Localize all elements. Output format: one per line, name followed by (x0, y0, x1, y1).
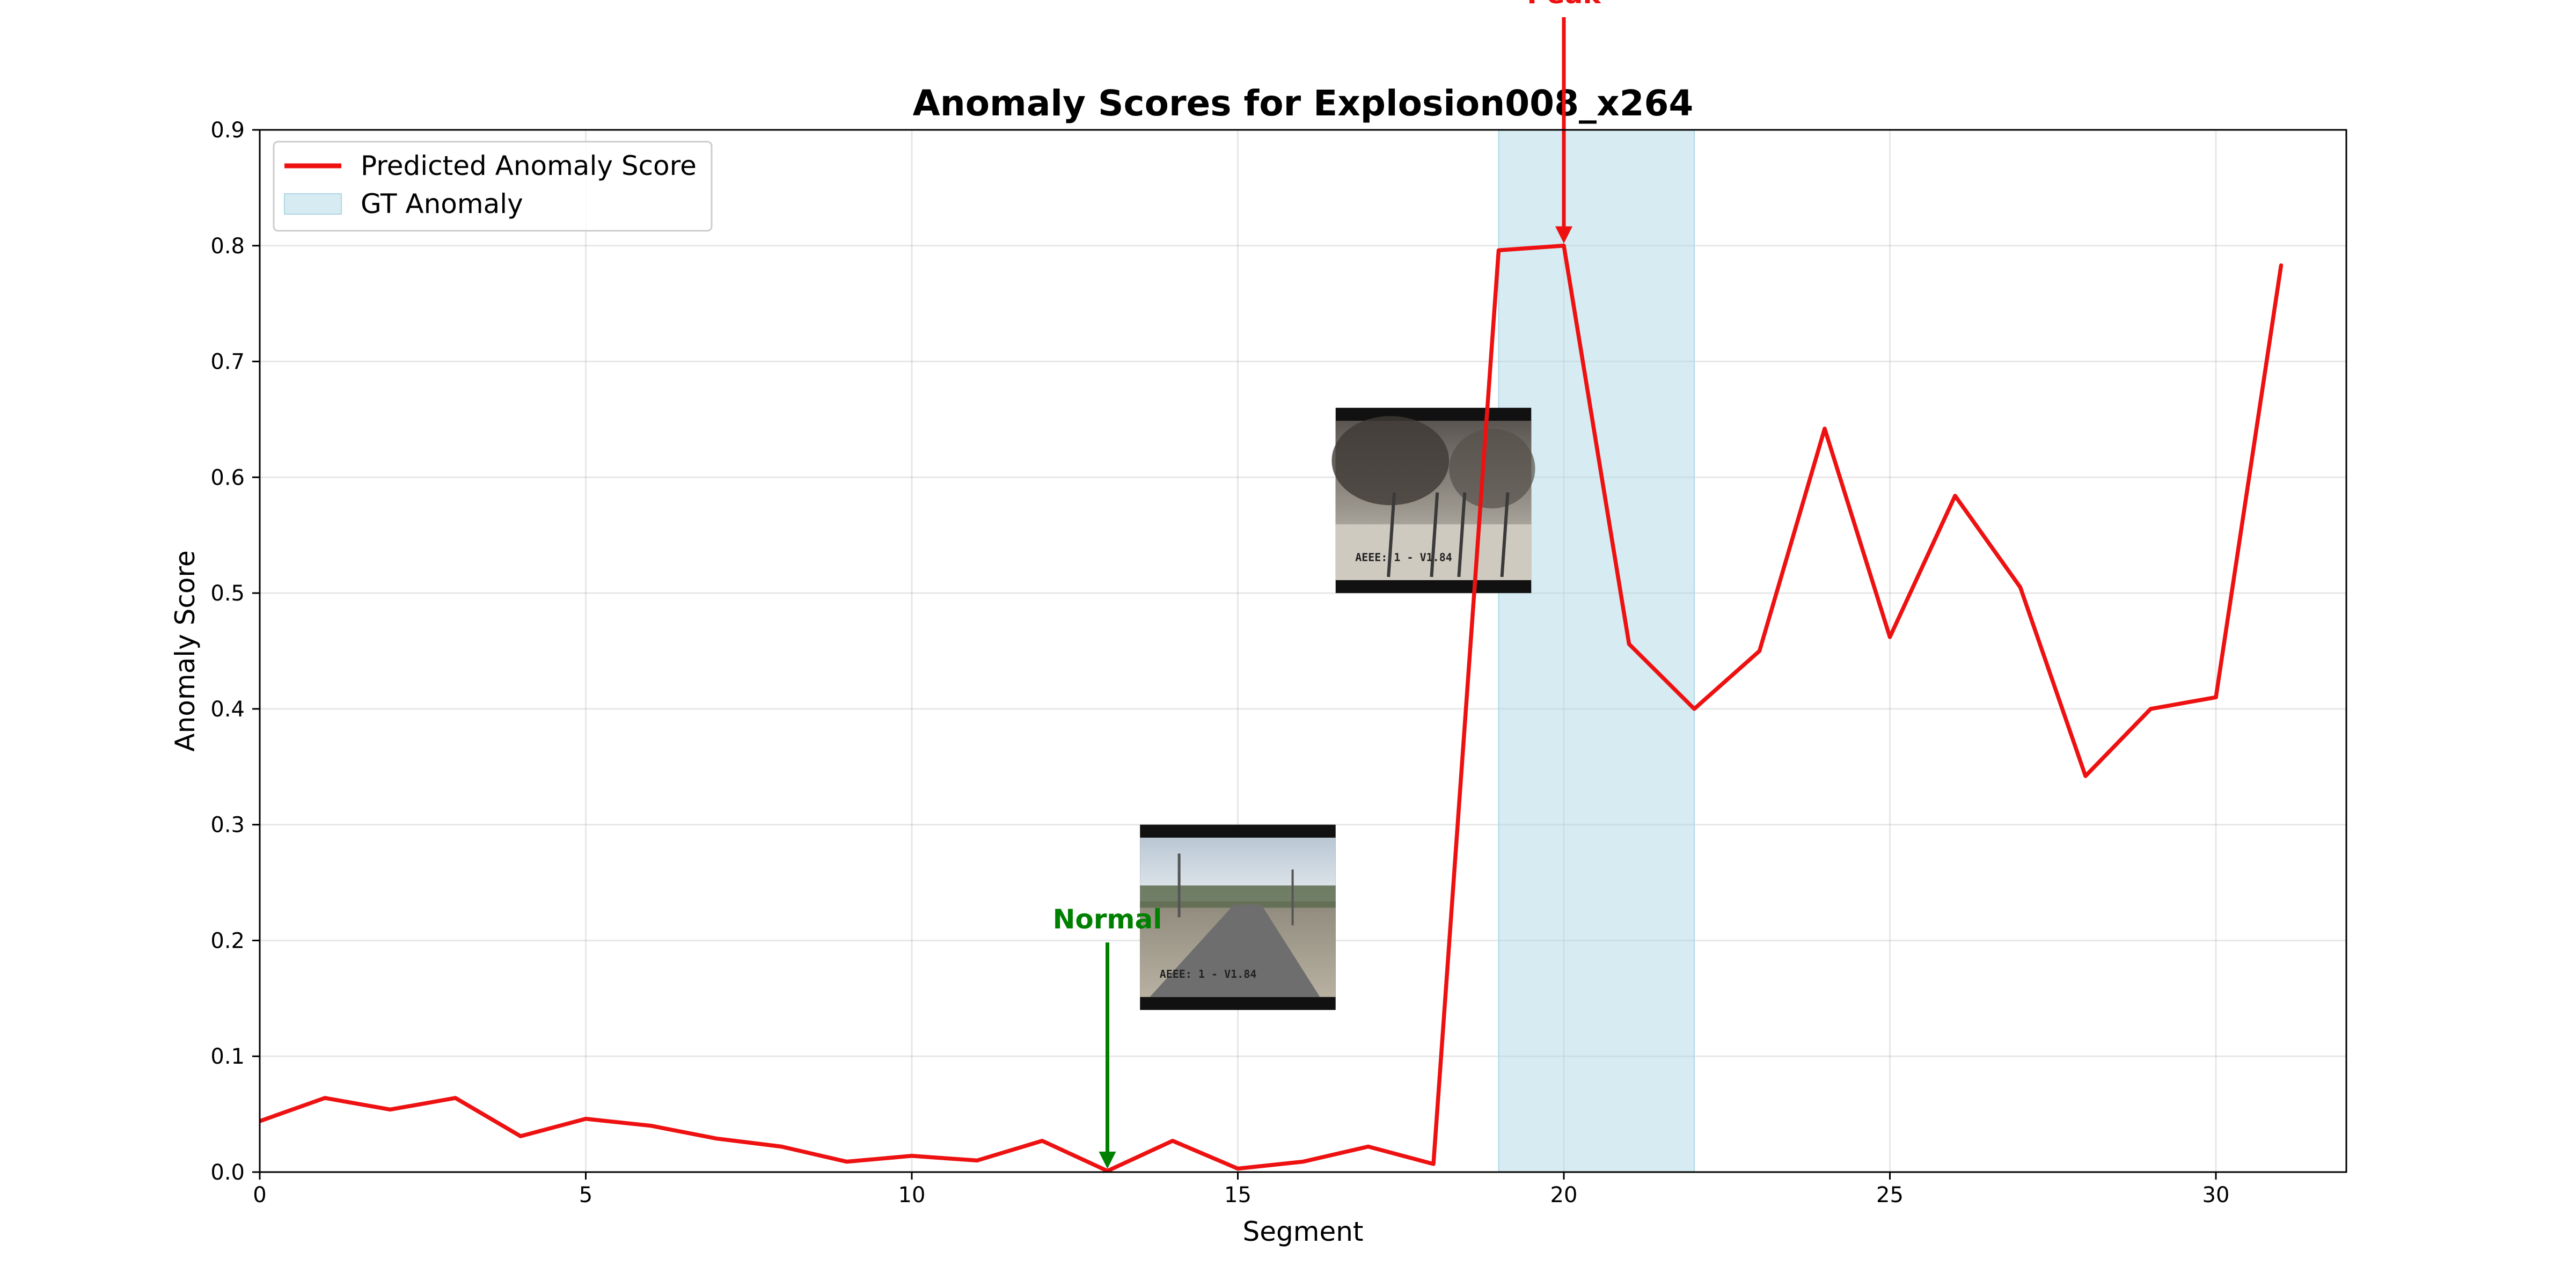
y-tick-label: 0.3 (210, 813, 245, 838)
grid-lines (259, 129, 2346, 1173)
annotation-arrow-head (1555, 226, 1572, 244)
thumbnail-road (1150, 904, 1320, 997)
x-tick-label: 10 (898, 1183, 926, 1208)
legend-gt-swatch (284, 193, 342, 215)
data-point (453, 1096, 457, 1100)
data-point (1562, 244, 1566, 248)
x-tick-label: 20 (1550, 1183, 1578, 1208)
annotation-label: Peak (1527, 0, 1601, 10)
data-point (1366, 1145, 1370, 1149)
legend: Predicted Anomaly Score GT Anomaly (273, 141, 713, 232)
data-point (2083, 774, 2088, 778)
y-tick-label: 0.5 (210, 581, 245, 606)
annotation-normal: Normal (1053, 904, 1162, 1169)
data-point (1170, 1139, 1175, 1143)
y-tick-label: 0.9 (210, 118, 245, 143)
x-tick-label: 25 (1876, 1183, 1904, 1208)
data-point (714, 1136, 718, 1140)
thumbnail-overlay-text: AEEE: 1 - V1.84 (1160, 968, 1257, 980)
y-tick-label: 0.1 (210, 1044, 245, 1069)
data-point (975, 1158, 979, 1162)
data-point (1823, 427, 1827, 431)
data-point (1627, 642, 1631, 646)
axes-frame (259, 129, 2347, 1173)
data-point (779, 1145, 784, 1149)
thumbnail-pole (1387, 492, 1396, 577)
thumbnail-pole (1457, 492, 1467, 577)
legend-box (273, 141, 713, 232)
thumbnail-smoke-cloud (1449, 428, 1535, 509)
data-point (388, 1107, 392, 1111)
data-point (910, 1154, 914, 1158)
data-point (323, 1096, 327, 1100)
data-point (1236, 1167, 1240, 1171)
data-point (518, 1134, 523, 1138)
x-ticks: 0 5 10 15 20 25 30 (253, 1172, 2229, 1208)
y-tick-label: 0.4 (210, 697, 245, 722)
x-tick-label: 30 (2202, 1183, 2230, 1208)
x-axis-label: Segment (1243, 1216, 1364, 1247)
data-point (1953, 494, 1957, 498)
data-point (1497, 248, 1501, 252)
annotation-arrow-head (1099, 1151, 1116, 1169)
annotation-peak: Peak (1527, 0, 1602, 244)
frame-thumbnail-peak: AEEE: 1 - V1.84 (1331, 407, 1535, 594)
thumbnail-smoke-cloud (1331, 416, 1450, 506)
data-point (1431, 1162, 1436, 1166)
y-axis-label: Anomaly Score (170, 550, 201, 751)
data-point (1301, 1160, 1305, 1164)
thumbnail-trees (1140, 885, 1336, 908)
thumbnail-pole (1500, 492, 1510, 577)
chart-title: Anomaly Scores for Explosion008_x264 (913, 83, 1694, 124)
data-point (1888, 635, 1892, 639)
data-point (2214, 695, 2218, 699)
y-ticks: 0.0 0.1 0.2 0.3 0.4 0.5 0.6 0.7 0.8 0.9 (210, 118, 260, 1185)
legend-label-predicted: Predicted Anomaly Score (361, 150, 697, 181)
y-tick-label: 0.8 (210, 234, 245, 259)
x-tick-label: 15 (1224, 1183, 1252, 1208)
data-point (2149, 707, 2153, 711)
data-point (1692, 707, 1696, 711)
y-tick-label: 0.7 (210, 350, 245, 375)
data-point (1758, 649, 1761, 653)
y-tick-label: 0.6 (210, 465, 245, 490)
frame-thumbnail-normal: AEEE: 1 - V1.84 (1140, 824, 1336, 1010)
x-tick-label: 0 (253, 1183, 266, 1208)
series-line (260, 244, 2284, 1172)
thumbnail-overlay-text: AEEE: 1 - V1.84 (1355, 551, 1452, 564)
data-point (2018, 585, 2022, 589)
legend-label-gt: GT Anomaly (361, 188, 523, 219)
annotation-label: Normal (1053, 904, 1162, 935)
thumbnail-pole (1430, 492, 1439, 577)
data-point (2279, 263, 2283, 267)
data-point (649, 1124, 653, 1128)
data-point (845, 1160, 848, 1164)
plot-area: AEEE: 1 - V1.84 AEEE: 1 - V1.84 Peak Normal… (210, 0, 2347, 1208)
data-point (584, 1117, 588, 1121)
gt-anomaly-band (1498, 129, 1695, 1173)
data-point (1040, 1139, 1044, 1143)
y-tick-label: 0.0 (210, 1160, 245, 1185)
y-tick-label: 0.2 (210, 928, 245, 953)
x-tick-label: 5 (579, 1183, 592, 1208)
